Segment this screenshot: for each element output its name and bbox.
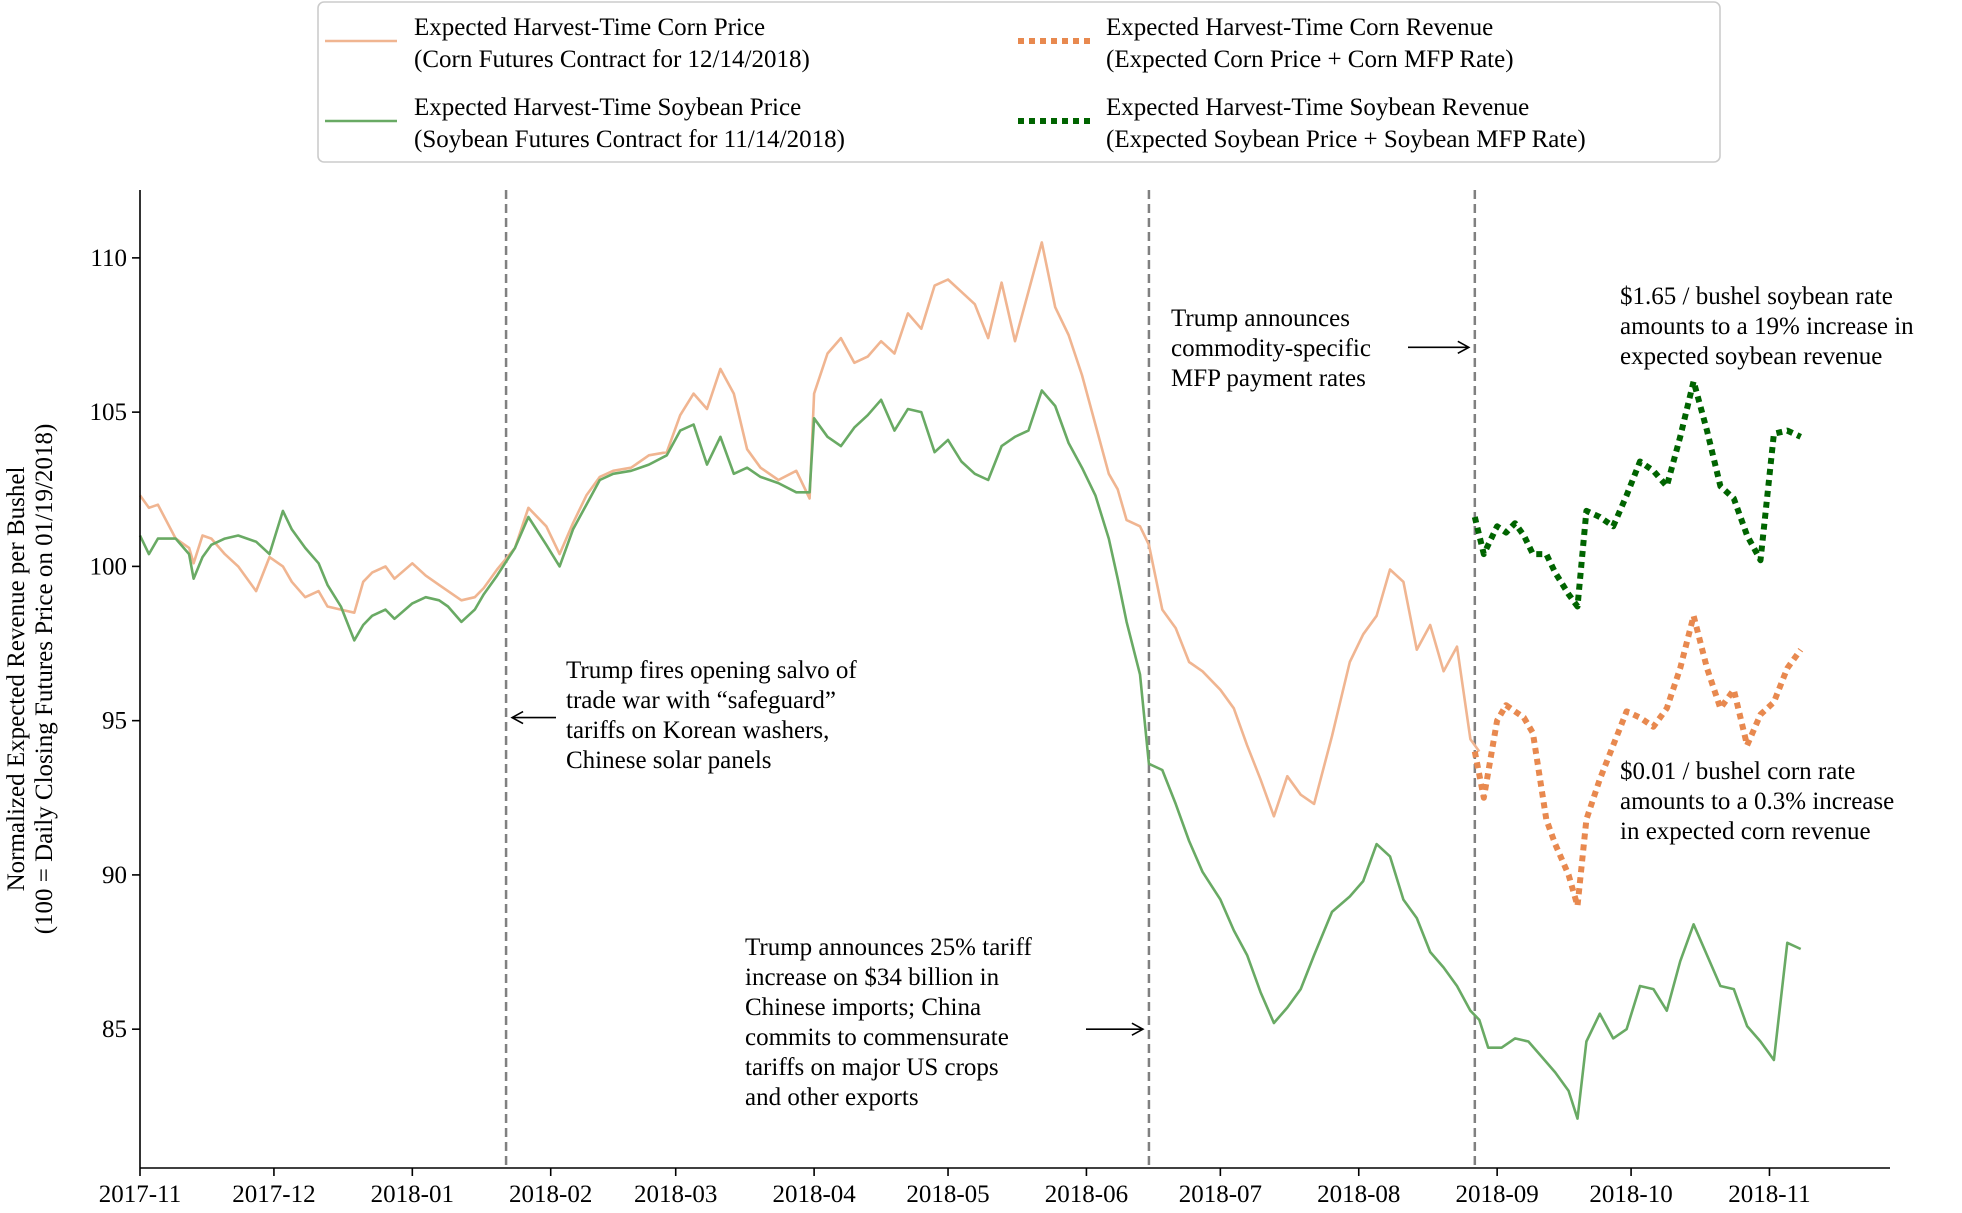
legend-label: (Soybean Futures Contract for 11/14/2018… [414, 126, 845, 153]
y-tick-label: 100 [90, 553, 128, 580]
x-tick-label: 2018-04 [772, 1181, 856, 1208]
annotation-25pct-tariff: Trump announces 25% tariff [745, 934, 1032, 961]
x-tick-label: 2018-03 [634, 1181, 717, 1208]
annotation-mfp-rates: MFP payment rates [1171, 365, 1366, 392]
annotations: Trump fires opening salvo of trade war wi… [510, 283, 1914, 1111]
legend-label: (Expected Soybean Price + Soybean MFP Ra… [1106, 126, 1586, 153]
series-lines [138, 241, 1804, 1120]
axes: 85 90 95 100 105 110 2017-11 2017-12 2018-01 2018… [3, 190, 1890, 1208]
x-tick-label: 2018-08 [1317, 1181, 1400, 1208]
annotation-arrow [1131, 1022, 1145, 1036]
x-tick-label: 2018-11 [1728, 1181, 1810, 1208]
annotation-corn-rate: in expected corn revenue [1620, 818, 1871, 845]
legend-label: (Corn Futures Contract for 12/14/2018) [414, 46, 810, 73]
y-tick-label: 95 [102, 708, 127, 735]
annotation-25pct-tariff: and other exports [745, 1084, 919, 1111]
legend-label: Expected Harvest-Time Corn Price [414, 14, 765, 41]
annotation-safeguard-tariffs: tariffs on Korean washers, [566, 717, 829, 744]
x-tick-label: 2018-09 [1455, 1181, 1538, 1208]
annotation-soybean-rate: expected soybean revenue [1620, 343, 1882, 370]
series-line-2 [138, 389, 1802, 1120]
y-tick-label: 110 [90, 245, 127, 272]
annotation-soybean-rate: $1.65 / bushel soybean rate [1620, 283, 1893, 310]
annotation-safeguard-tariffs: trade war with “safeguard” [566, 687, 836, 714]
event-reference-lines [504, 190, 1477, 1168]
legend-box [317, 1, 1721, 163]
annotation-mfp-rates: Trump announces [1171, 305, 1350, 332]
annotation-safeguard-tariffs: Trump fires opening salvo of [566, 657, 857, 684]
x-tick-label: 2018-10 [1589, 1181, 1672, 1208]
annotation-mfp-rates: commodity-specific [1171, 335, 1371, 362]
annotation-25pct-tariff: increase on $34 billion in [745, 964, 1000, 991]
y-axis-label: Normalized Expected Revenue per Bushel [3, 467, 30, 892]
y-tick-label: 85 [102, 1016, 127, 1043]
x-tick-label: 2018-01 [371, 1181, 454, 1208]
annotation-corn-rate: amounts to a 0.3% increase [1620, 788, 1894, 815]
legend: Expected Harvest-Time Corn Price (Corn Fu… [317, 1, 1721, 163]
annotation-arrow [510, 710, 524, 725]
series-line-3 [1471, 612, 1804, 909]
legend-label: (Expected Corn Price + Corn MFP Rate) [1106, 46, 1514, 73]
legend-label: Expected Harvest-Time Soybean Price [414, 94, 801, 121]
x-tick-label: 2017-11 [99, 1181, 181, 1208]
annotation-corn-rate: $0.01 / bushel corn rate [1620, 758, 1855, 785]
annotation-soybean-rate: amounts to a 19% increase in [1620, 313, 1914, 340]
legend-label: Expected Harvest-Time Corn Revenue [1106, 14, 1493, 41]
annotation-25pct-tariff: commits to commensurate [745, 1024, 1009, 1051]
annotation-25pct-tariff: tariffs on major US crops [745, 1054, 999, 1081]
annotation-25pct-tariff: Chinese imports; China [745, 994, 981, 1021]
series-line-4 [1471, 378, 1802, 610]
annotation-safeguard-tariffs: Chinese solar panels [566, 747, 772, 774]
x-tick-label: 2018-05 [906, 1181, 989, 1208]
x-tick-label: 2018-07 [1179, 1181, 1262, 1208]
legend-label: Expected Harvest-Time Soybean Revenue [1106, 94, 1529, 121]
y-tick-label: 90 [102, 862, 127, 889]
x-tick-label: 2018-02 [509, 1181, 592, 1208]
x-tick-label: 2018-06 [1045, 1181, 1128, 1208]
annotation-arrow [1457, 340, 1471, 355]
y-tick-label: 105 [90, 399, 128, 426]
x-tick-label: 2017-12 [232, 1181, 315, 1208]
y-axis-label: (100 = Daily Closing Futures Price on 01… [31, 424, 58, 935]
